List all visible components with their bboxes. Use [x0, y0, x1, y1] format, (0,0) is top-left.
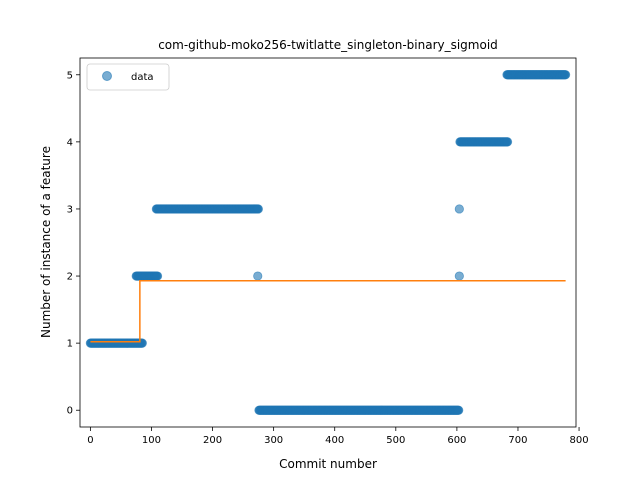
data-point	[502, 137, 513, 147]
legend-box	[86, 63, 170, 91]
plot-area	[85, 70, 571, 415]
y-tick-label: 1	[67, 339, 73, 350]
data-point	[253, 271, 263, 281]
legend-marker-icon	[102, 71, 112, 81]
data-point	[454, 204, 464, 214]
y-axis: 0 1 2 3 4 5	[67, 70, 80, 417]
data-point	[561, 70, 571, 80]
x-tick-label: 200	[203, 435, 222, 446]
x-axis-label: Commit number	[279, 457, 377, 471]
y-tick-label: 5	[67, 70, 73, 81]
data-point	[253, 204, 263, 214]
legend-label: data	[131, 72, 154, 83]
legend: data	[86, 63, 170, 91]
fit-line	[90, 279, 566, 343]
x-tick-label: 800	[570, 435, 589, 446]
y-axis-label: Number of instance of a feature	[39, 146, 53, 338]
x-tick-label: 400	[325, 435, 344, 446]
axes-frame	[79, 57, 577, 428]
x-tick-label: 100	[142, 435, 161, 446]
y-tick-label: 3	[67, 204, 73, 215]
x-tick-label: 700	[508, 435, 527, 446]
x-tick-label: 600	[447, 435, 466, 446]
y-tick-label: 4	[67, 137, 73, 148]
data-point	[454, 271, 464, 281]
y-tick-label: 2	[67, 272, 73, 283]
data-point	[454, 405, 464, 415]
x-tick-label: 300	[264, 435, 283, 446]
x-tick-label: 500	[386, 435, 405, 446]
data-marks	[85, 70, 571, 415]
x-tick-label: 0	[87, 435, 93, 446]
x-axis: 0 100 200 300 400 500 600 700 800	[87, 427, 589, 446]
chart-title: com-github-moko256-twitlatte_singleton-b…	[158, 38, 498, 52]
y-tick-label: 0	[67, 406, 73, 417]
data-point	[152, 271, 163, 281]
